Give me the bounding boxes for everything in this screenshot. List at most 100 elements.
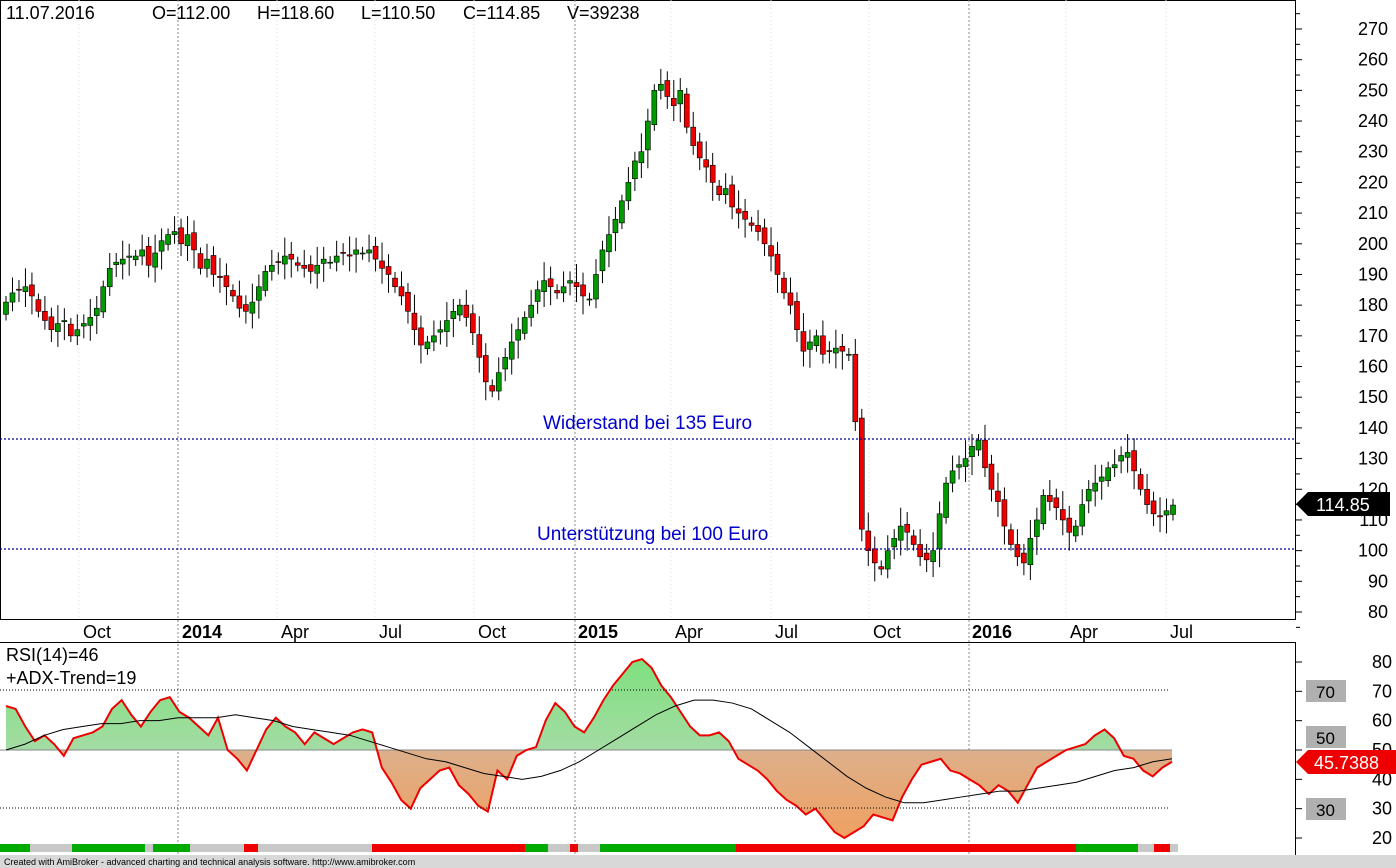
candle-body — [813, 335, 820, 346]
price-label-150: 150 — [1358, 387, 1388, 407]
date-axis-strip — [0, 620, 1296, 642]
candle-body — [755, 225, 761, 232]
candle-body — [508, 341, 515, 360]
candle-body — [281, 255, 288, 265]
svg-text:45.7388: 45.7388 — [1314, 753, 1379, 773]
candle-body — [969, 446, 975, 458]
candle-body — [658, 83, 664, 91]
header-volume: V=39238 — [567, 3, 640, 23]
candle-body — [223, 275, 230, 288]
candle-body — [1014, 544, 1021, 558]
candle-body — [1047, 495, 1053, 502]
candle-body — [852, 353, 859, 423]
header-close: C=114.85 — [463, 3, 540, 23]
candle-body — [690, 126, 697, 146]
candle-body — [787, 292, 794, 306]
candle-body — [1059, 509, 1066, 521]
candle-body — [794, 301, 800, 331]
candle-body — [437, 329, 444, 333]
candle-body — [936, 513, 943, 550]
candle-body — [165, 234, 171, 245]
candle-body — [81, 323, 87, 327]
candle-body — [988, 463, 995, 490]
candle-body — [431, 335, 437, 343]
price-label-210: 210 — [1358, 203, 1388, 223]
ribbon-segment — [600, 844, 736, 852]
ribbon-segment — [190, 844, 244, 852]
ind-label-80: 80 — [1372, 652, 1392, 672]
candle-body — [346, 254, 353, 257]
ribbon-segment — [760, 844, 1076, 852]
candle-body — [580, 284, 586, 297]
candle-body — [340, 252, 346, 254]
header-date: 11.07.2016 — [6, 3, 95, 23]
ribbon-segment — [1170, 844, 1178, 852]
candle-body — [1008, 529, 1014, 545]
candle-body — [820, 335, 826, 355]
price-label-190: 190 — [1358, 264, 1388, 284]
candle-body — [204, 258, 210, 269]
price-label-230: 230 — [1358, 142, 1388, 162]
date-axis: Oct 2014 Apr Jul Oct 2015 Apr Jul Oct 20… — [83, 622, 1193, 642]
candle-body — [16, 288, 22, 291]
candle-body — [1092, 482, 1098, 492]
candle-body — [923, 552, 930, 561]
candle-body — [262, 271, 269, 291]
candle-body — [962, 458, 969, 467]
tag-30: 30 — [1306, 798, 1346, 820]
candle-body — [236, 295, 243, 309]
candle-body — [444, 320, 450, 332]
candle-body — [294, 262, 301, 266]
candlestick-series — [3, 68, 1176, 582]
candle-body — [327, 261, 333, 264]
candle-body — [748, 222, 755, 226]
candle-body — [249, 301, 256, 314]
candle-body — [113, 261, 120, 265]
candle-body — [586, 298, 593, 301]
date-label-jul-2015: Jul — [775, 622, 798, 642]
candle-body — [68, 323, 74, 337]
candle-body — [243, 304, 249, 312]
ribbon-segment — [456, 844, 525, 852]
date-label-oct-2015: Oct — [873, 622, 901, 642]
price-axis-background — [1296, 0, 1396, 868]
ribbon-segment — [1100, 844, 1138, 852]
ind-label-30: 30 — [1372, 799, 1392, 819]
adx-label: +ADX-Trend=19 — [6, 668, 136, 688]
candle-body — [1098, 476, 1105, 482]
candle-body — [774, 253, 781, 275]
candle-body — [398, 286, 405, 297]
candle-body — [126, 255, 132, 258]
candle-body — [541, 280, 547, 292]
date-label-oct-2013: Oct — [83, 622, 111, 642]
candle-body — [1144, 488, 1150, 505]
rsi-line — [5, 657, 1173, 840]
candle-body — [1079, 504, 1086, 527]
candle-body — [463, 304, 470, 318]
candle-body — [100, 286, 107, 313]
candle-body — [761, 227, 768, 245]
candle-body — [275, 261, 282, 263]
candle-body — [1111, 464, 1118, 469]
candle-body — [450, 310, 457, 319]
candle-body — [424, 341, 431, 350]
date-label-2016: 2016 — [972, 622, 1012, 642]
candle-body — [560, 286, 567, 294]
candle-body — [210, 255, 217, 275]
date-label-2015: 2015 — [578, 622, 618, 642]
candle-body — [106, 268, 113, 288]
date-label-apr-2016: Apr — [1070, 622, 1098, 642]
ribbon-segment — [244, 844, 258, 852]
candle-body — [846, 353, 852, 356]
candle-body — [457, 304, 463, 316]
ribbon-segment — [153, 844, 190, 852]
candle-body — [632, 160, 638, 180]
candle-body — [975, 439, 982, 451]
candle-body — [22, 286, 29, 292]
candle-body — [1053, 497, 1060, 508]
candle-body — [982, 439, 988, 469]
rsi-fill-above — [6, 659, 1172, 750]
price-label-160: 160 — [1358, 357, 1388, 377]
candle-body — [768, 245, 774, 257]
